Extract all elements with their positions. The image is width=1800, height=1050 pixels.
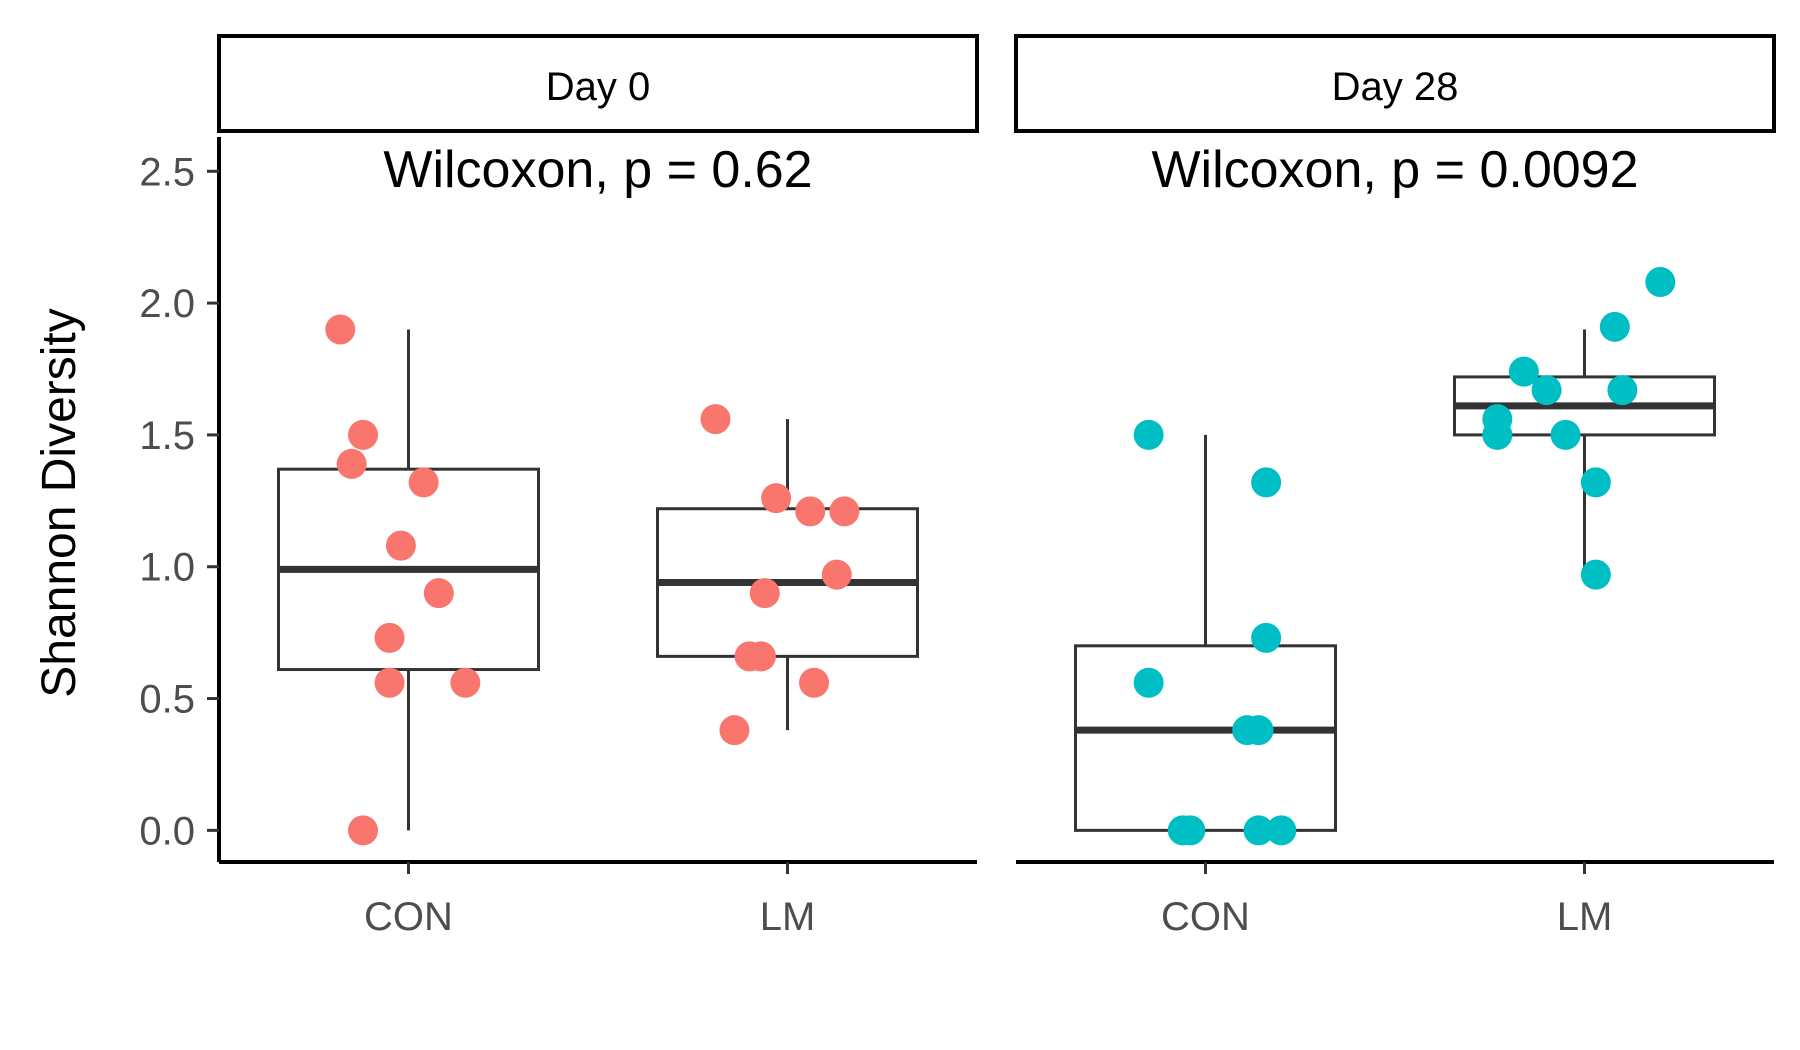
x-tick-label: CON <box>1161 895 1250 939</box>
group-con <box>1074 419 1337 846</box>
y-tick-label: 2.0 <box>139 282 195 326</box>
y-tick-label: 0.5 <box>139 678 195 722</box>
y-tick-label: 1.0 <box>139 546 195 590</box>
data-point <box>348 815 379 846</box>
data-point <box>799 667 830 698</box>
stat-annotation: Wilcoxon, p = 0.0092 <box>1151 141 1638 199</box>
data-point <box>1531 375 1562 406</box>
data-point <box>1266 815 1297 846</box>
data-point <box>795 496 826 527</box>
y-tick-label: 0.0 <box>139 809 195 853</box>
y-tick-label: 2.5 <box>139 150 195 194</box>
data-point <box>1133 667 1164 698</box>
data-point <box>761 483 792 514</box>
data-point <box>1550 419 1581 450</box>
panel-strip-label: Day 0 <box>546 65 651 109</box>
data-point <box>1175 815 1206 846</box>
group-con <box>277 314 540 846</box>
data-point <box>1580 467 1611 498</box>
data-point <box>749 578 780 609</box>
x-tick-label: LM <box>760 895 816 939</box>
panel-strip-label: Day 28 <box>1332 65 1459 109</box>
data-point <box>1133 419 1164 450</box>
group-lm <box>656 404 919 746</box>
data-point <box>1482 419 1513 450</box>
data-point <box>450 667 481 698</box>
data-point <box>385 530 416 561</box>
data-point <box>829 496 860 527</box>
data-point <box>1599 311 1630 342</box>
group-lm <box>1453 267 1716 590</box>
data-point <box>1243 715 1274 746</box>
data-point <box>408 467 439 498</box>
panels-layer: 0.0 0.5 1.0 1.5 2.0 2.5 Day 0 Wilcoxon, p = 0.6… <box>139 34 1776 939</box>
panel-strip <box>1014 34 1776 133</box>
box-iqr <box>1074 644 1337 832</box>
panel-strip <box>217 34 979 133</box>
data-point <box>1251 622 1282 653</box>
x-tick-label: LM <box>1557 895 1613 939</box>
data-point <box>423 578 454 609</box>
y-axis-label: Shannon Diversity <box>33 308 86 698</box>
y-tick-label: 1.5 <box>139 414 195 458</box>
data-point <box>1243 815 1274 846</box>
data-point <box>325 314 356 345</box>
data-point <box>1508 356 1539 387</box>
data-point <box>719 715 750 746</box>
data-point <box>821 559 852 590</box>
data-point <box>700 404 731 435</box>
data-point <box>1251 467 1282 498</box>
data-point <box>1645 267 1676 297</box>
data-point <box>374 622 405 653</box>
panel-day-28: Day 28 Wilcoxon, p = 0.0092 CON LM <box>1014 34 1776 939</box>
panel-day-0: Day 0 Wilcoxon, p = 0.62 CON LM <box>217 34 979 939</box>
x-tick-label: CON <box>364 895 453 939</box>
data-point <box>745 641 776 672</box>
data-point <box>336 448 367 479</box>
data-point <box>348 419 379 450</box>
data-point <box>374 667 405 698</box>
stat-annotation: Wilcoxon, p = 0.62 <box>383 141 812 199</box>
data-point <box>1580 559 1611 590</box>
data-point <box>1607 375 1638 406</box>
